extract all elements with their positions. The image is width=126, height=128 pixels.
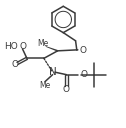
Text: N: N: [49, 67, 56, 77]
Polygon shape: [46, 46, 58, 52]
Text: O: O: [80, 46, 87, 55]
Text: O: O: [81, 70, 88, 79]
Text: O: O: [12, 60, 19, 69]
Text: HO: HO: [4, 42, 18, 51]
Text: O: O: [19, 42, 26, 51]
Text: Me: Me: [39, 81, 50, 90]
Text: Me: Me: [37, 39, 48, 48]
Text: O: O: [63, 85, 70, 94]
